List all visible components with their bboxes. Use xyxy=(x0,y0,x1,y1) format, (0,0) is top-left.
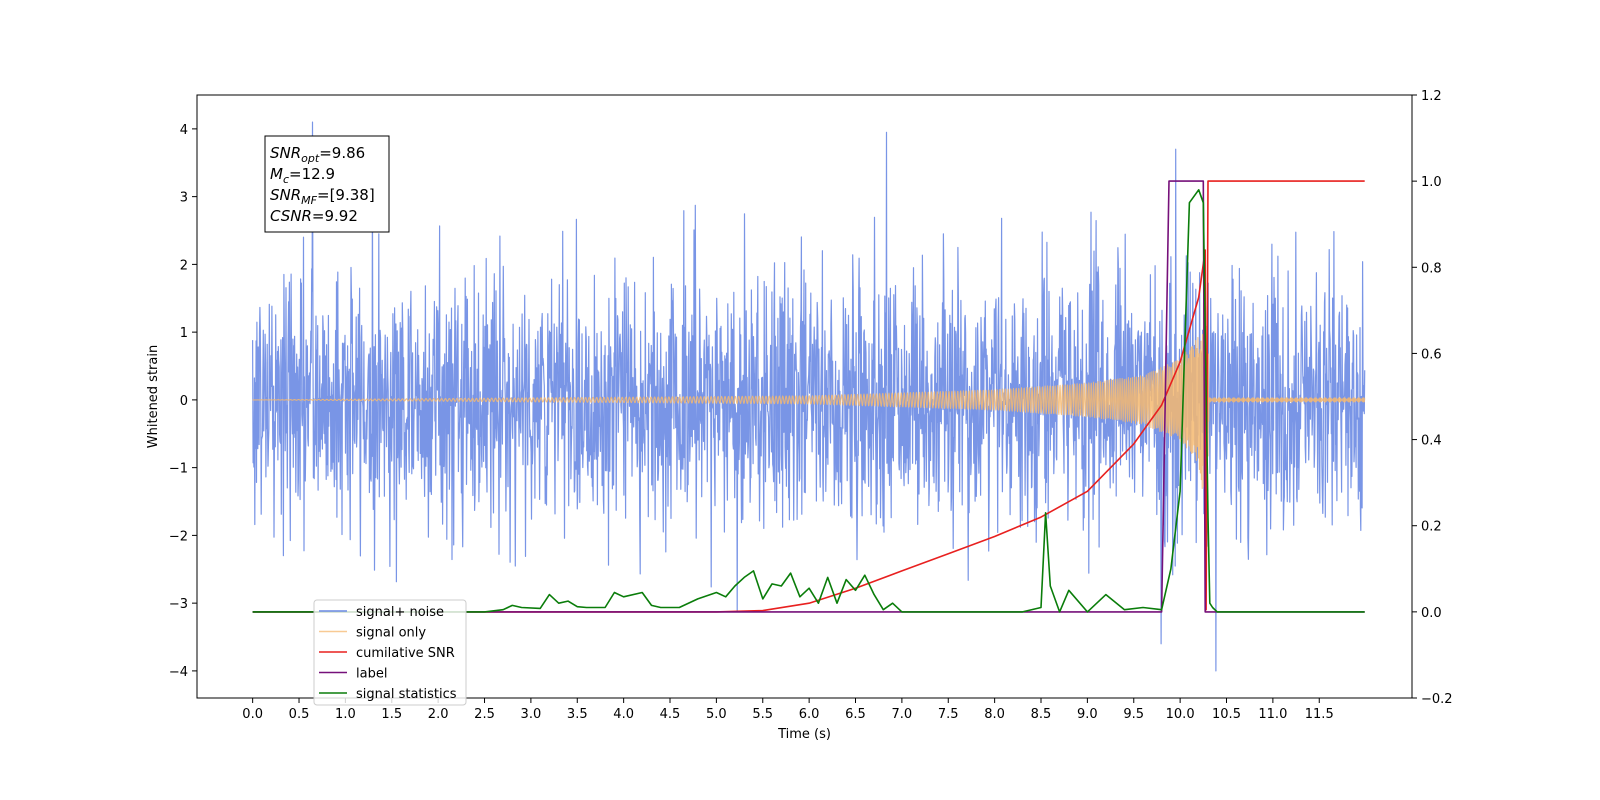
x-tick-label: 6.5 xyxy=(845,707,866,722)
y-axis-left: −4 −3 −2 −1 0 1 2 3 4 xyxy=(169,123,197,680)
plot-area-frame xyxy=(196,94,1413,699)
y-axis-label: Whitened strain xyxy=(146,345,161,448)
x-tick-label: 9.0 xyxy=(1077,707,1098,722)
y-tick-label: −4 xyxy=(169,665,188,680)
x-tick-label: 8.0 xyxy=(984,707,1005,722)
y2-tick-label: −0.2 xyxy=(1421,692,1453,707)
legend-entry-signal-noise: signal+ noise xyxy=(356,605,444,620)
y-tick-label: −2 xyxy=(169,529,188,544)
y2-tick-label: 0.2 xyxy=(1421,520,1442,535)
series-layer xyxy=(252,121,1366,672)
y2-tick-label: 0.4 xyxy=(1421,434,1442,449)
x-tick-label: 10.5 xyxy=(1212,707,1241,722)
x-tick-label: 3.0 xyxy=(521,707,542,722)
x-tick-label: 7.5 xyxy=(938,707,959,722)
y-tick-label: −1 xyxy=(169,462,188,477)
legend-entry-label: label xyxy=(356,667,387,682)
x-tick-label: 8.5 xyxy=(1031,707,1052,722)
y-tick-label: 4 xyxy=(180,123,188,138)
y-tick-label: 2 xyxy=(180,258,188,273)
x-tick-label: 5.0 xyxy=(706,707,727,722)
x-tick-label: 9.5 xyxy=(1123,707,1144,722)
x-tick-label: 11.0 xyxy=(1258,707,1287,722)
x-tick-label: 10.0 xyxy=(1166,707,1195,722)
x-tick-label: 0.0 xyxy=(242,707,263,722)
x-tick-label: 0.5 xyxy=(289,707,310,722)
legend-entry-signal-statistics: signal statistics xyxy=(356,687,457,702)
x-tick-label: 2.0 xyxy=(428,707,449,722)
legend-entry-cumilative-snr: cumilative SNR xyxy=(356,646,455,661)
annotation-frame xyxy=(264,135,390,233)
legend-entry-signal-only: signal only xyxy=(356,626,426,641)
series-line-signal-statistics xyxy=(252,189,1365,613)
y2-tick-label: 0.8 xyxy=(1421,261,1442,276)
series-line-signal-only xyxy=(252,302,1366,490)
legend-frame xyxy=(313,599,467,706)
annotation-line: Mc=12.9 xyxy=(270,165,335,186)
x-tick-label: 1.0 xyxy=(335,707,356,722)
x-axis: 0.0 0.5 1.0 1.5 2.0 2.5 3.0 3.5 4.0 4.5 5.0 5.5 6.0 6… xyxy=(242,698,1334,722)
x-tick-label: 6.0 xyxy=(799,707,820,722)
y2-tick-label: 0.6 xyxy=(1421,347,1442,362)
y-tick-label: 3 xyxy=(180,191,188,206)
y-tick-label: 1 xyxy=(180,326,188,341)
y2-tick-label: 1.2 xyxy=(1421,89,1442,104)
legend: signal+ noise signal only cumilative SNR la… xyxy=(313,599,467,706)
x-tick-label: 1.5 xyxy=(381,707,402,722)
x-tick-label: 11.5 xyxy=(1305,707,1334,722)
y2-tick-label: 0.0 xyxy=(1421,606,1442,621)
x-tick-label: 3.5 xyxy=(567,707,588,722)
x-tick-label: 5.5 xyxy=(752,707,773,722)
x-tick-label: 7.0 xyxy=(892,707,913,722)
y-tick-label: 0 xyxy=(180,394,188,409)
x-axis-label: Time (s) xyxy=(777,727,831,742)
x-tick-label: 4.0 xyxy=(613,707,634,722)
y-tick-label: −3 xyxy=(169,597,188,612)
annotation-line: CSNR=9.92 xyxy=(270,207,358,225)
annotation-line: SNRopt=9.86 xyxy=(270,144,365,165)
x-tick-label: 4.5 xyxy=(660,707,681,722)
series-line-signal-noise xyxy=(252,121,1366,672)
y-axis-right: −0.2 0.0 0.2 0.4 0.6 0.8 1.0 1.2 xyxy=(1412,89,1453,707)
y2-tick-label: 1.0 xyxy=(1421,175,1442,190)
x-tick-label: 2.5 xyxy=(474,707,495,722)
annotation-line: SNRMF=[9.38] xyxy=(270,186,375,207)
